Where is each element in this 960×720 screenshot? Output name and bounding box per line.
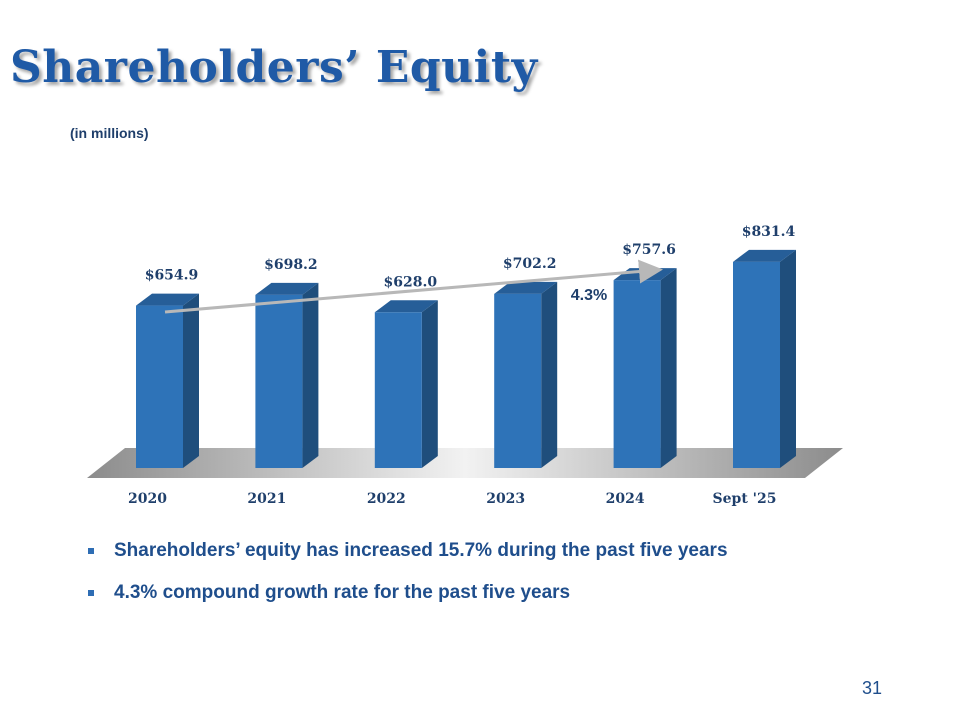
cagr-annotation: 4.3% (571, 287, 607, 304)
bar (136, 293, 199, 468)
page-title: Shareholders’ Equity (10, 42, 538, 93)
data-label: $831.4 (742, 224, 796, 240)
bullet-square-icon (88, 590, 94, 596)
category-label: 2023 (486, 491, 525, 507)
data-label: $698.2 (264, 257, 318, 273)
category-label: 2024 (606, 491, 645, 507)
bar (374, 300, 438, 468)
bar (733, 249, 796, 468)
bullet-item: 4.3% compound growth rate for the past f… (88, 582, 728, 624)
bar (494, 281, 558, 468)
chart-floor (87, 448, 843, 478)
data-label: $628.0 (384, 274, 438, 290)
bar (613, 268, 677, 468)
bar (255, 282, 319, 468)
page-number: 31 (862, 678, 883, 698)
data-label: $757.6 (622, 242, 676, 258)
category-label: 2022 (367, 491, 406, 507)
bullet-list: Shareholders’ equity has increased 15.7%… (88, 540, 728, 624)
category-label: 2021 (247, 491, 286, 507)
data-label: $702.2 (503, 256, 557, 272)
bullet-item: Shareholders’ equity has increased 15.7%… (88, 540, 728, 582)
data-label: $654.9 (145, 268, 199, 284)
category-label: Sept '25 (713, 491, 777, 507)
units-note: (in millions) (70, 125, 149, 141)
equity-bar-chart: $654.9 2020 $698.2 2021 $628.0 2022 $702.2 2023… (87, 224, 843, 507)
category-label: 2020 (128, 491, 167, 507)
bullet-square-icon (88, 548, 94, 554)
trend-arrow (164, 259, 663, 314)
